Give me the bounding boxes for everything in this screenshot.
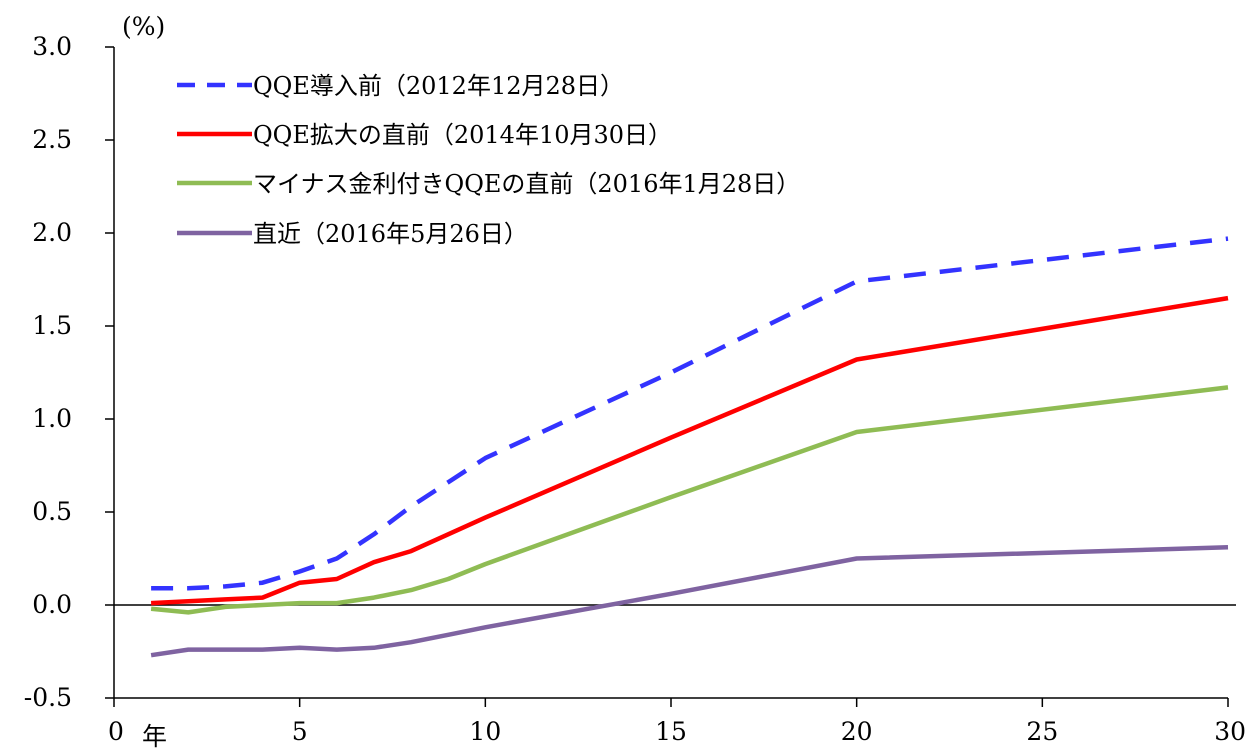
legend-label-1: QQE導入前（2012年12月28日） [253, 72, 624, 100]
axes-group: -0.5 0.0 0.5 1.0 1.5 2.0 2.5 3.0 0 5 10 15 20 25 30 (%)… [24, 12, 1246, 749]
x-tick-label: 25 [1026, 717, 1058, 746]
x-tick-label: 0 [108, 717, 124, 746]
y-tick-label: 0.0 [32, 590, 72, 619]
series-line-3 [150, 385, 1229, 615]
y-tick-label: -0.5 [24, 683, 72, 712]
legend-label-2: QQE拡大の直前（2014年10月30日） [253, 121, 672, 149]
y-tick-label: 1.0 [32, 404, 72, 433]
y-tick-label: 3.0 [32, 32, 72, 61]
y-tick-label: 2.0 [32, 218, 72, 247]
x-tick-label: 20 [841, 717, 873, 746]
x-tick-label: 15 [655, 717, 687, 746]
legend-label-4: 直近（2016年5月26日） [253, 220, 528, 248]
x-tick-label: 30 [1214, 717, 1246, 746]
y-tick-label: 1.5 [32, 311, 72, 340]
series-line-2 [150, 295, 1229, 606]
x-tick-label: 10 [469, 717, 501, 746]
y-unit-label: (%) [122, 12, 165, 41]
series-line-1 [151, 236, 1229, 591]
series-group [150, 236, 1229, 658]
x-tick-label: 5 [292, 717, 308, 746]
legend-label-3: マイナス金利付きQQEの直前（2016年1月28日） [253, 170, 800, 198]
y-tick-label: 2.5 [32, 125, 72, 154]
x-unit-label: 年 [142, 722, 167, 749]
y-tick-label: 0.5 [32, 497, 72, 526]
legend-group: QQE導入前（2012年12月28日） QQE拡大の直前（2014年10月30日）… [177, 72, 800, 248]
series-line-4 [150, 545, 1229, 658]
